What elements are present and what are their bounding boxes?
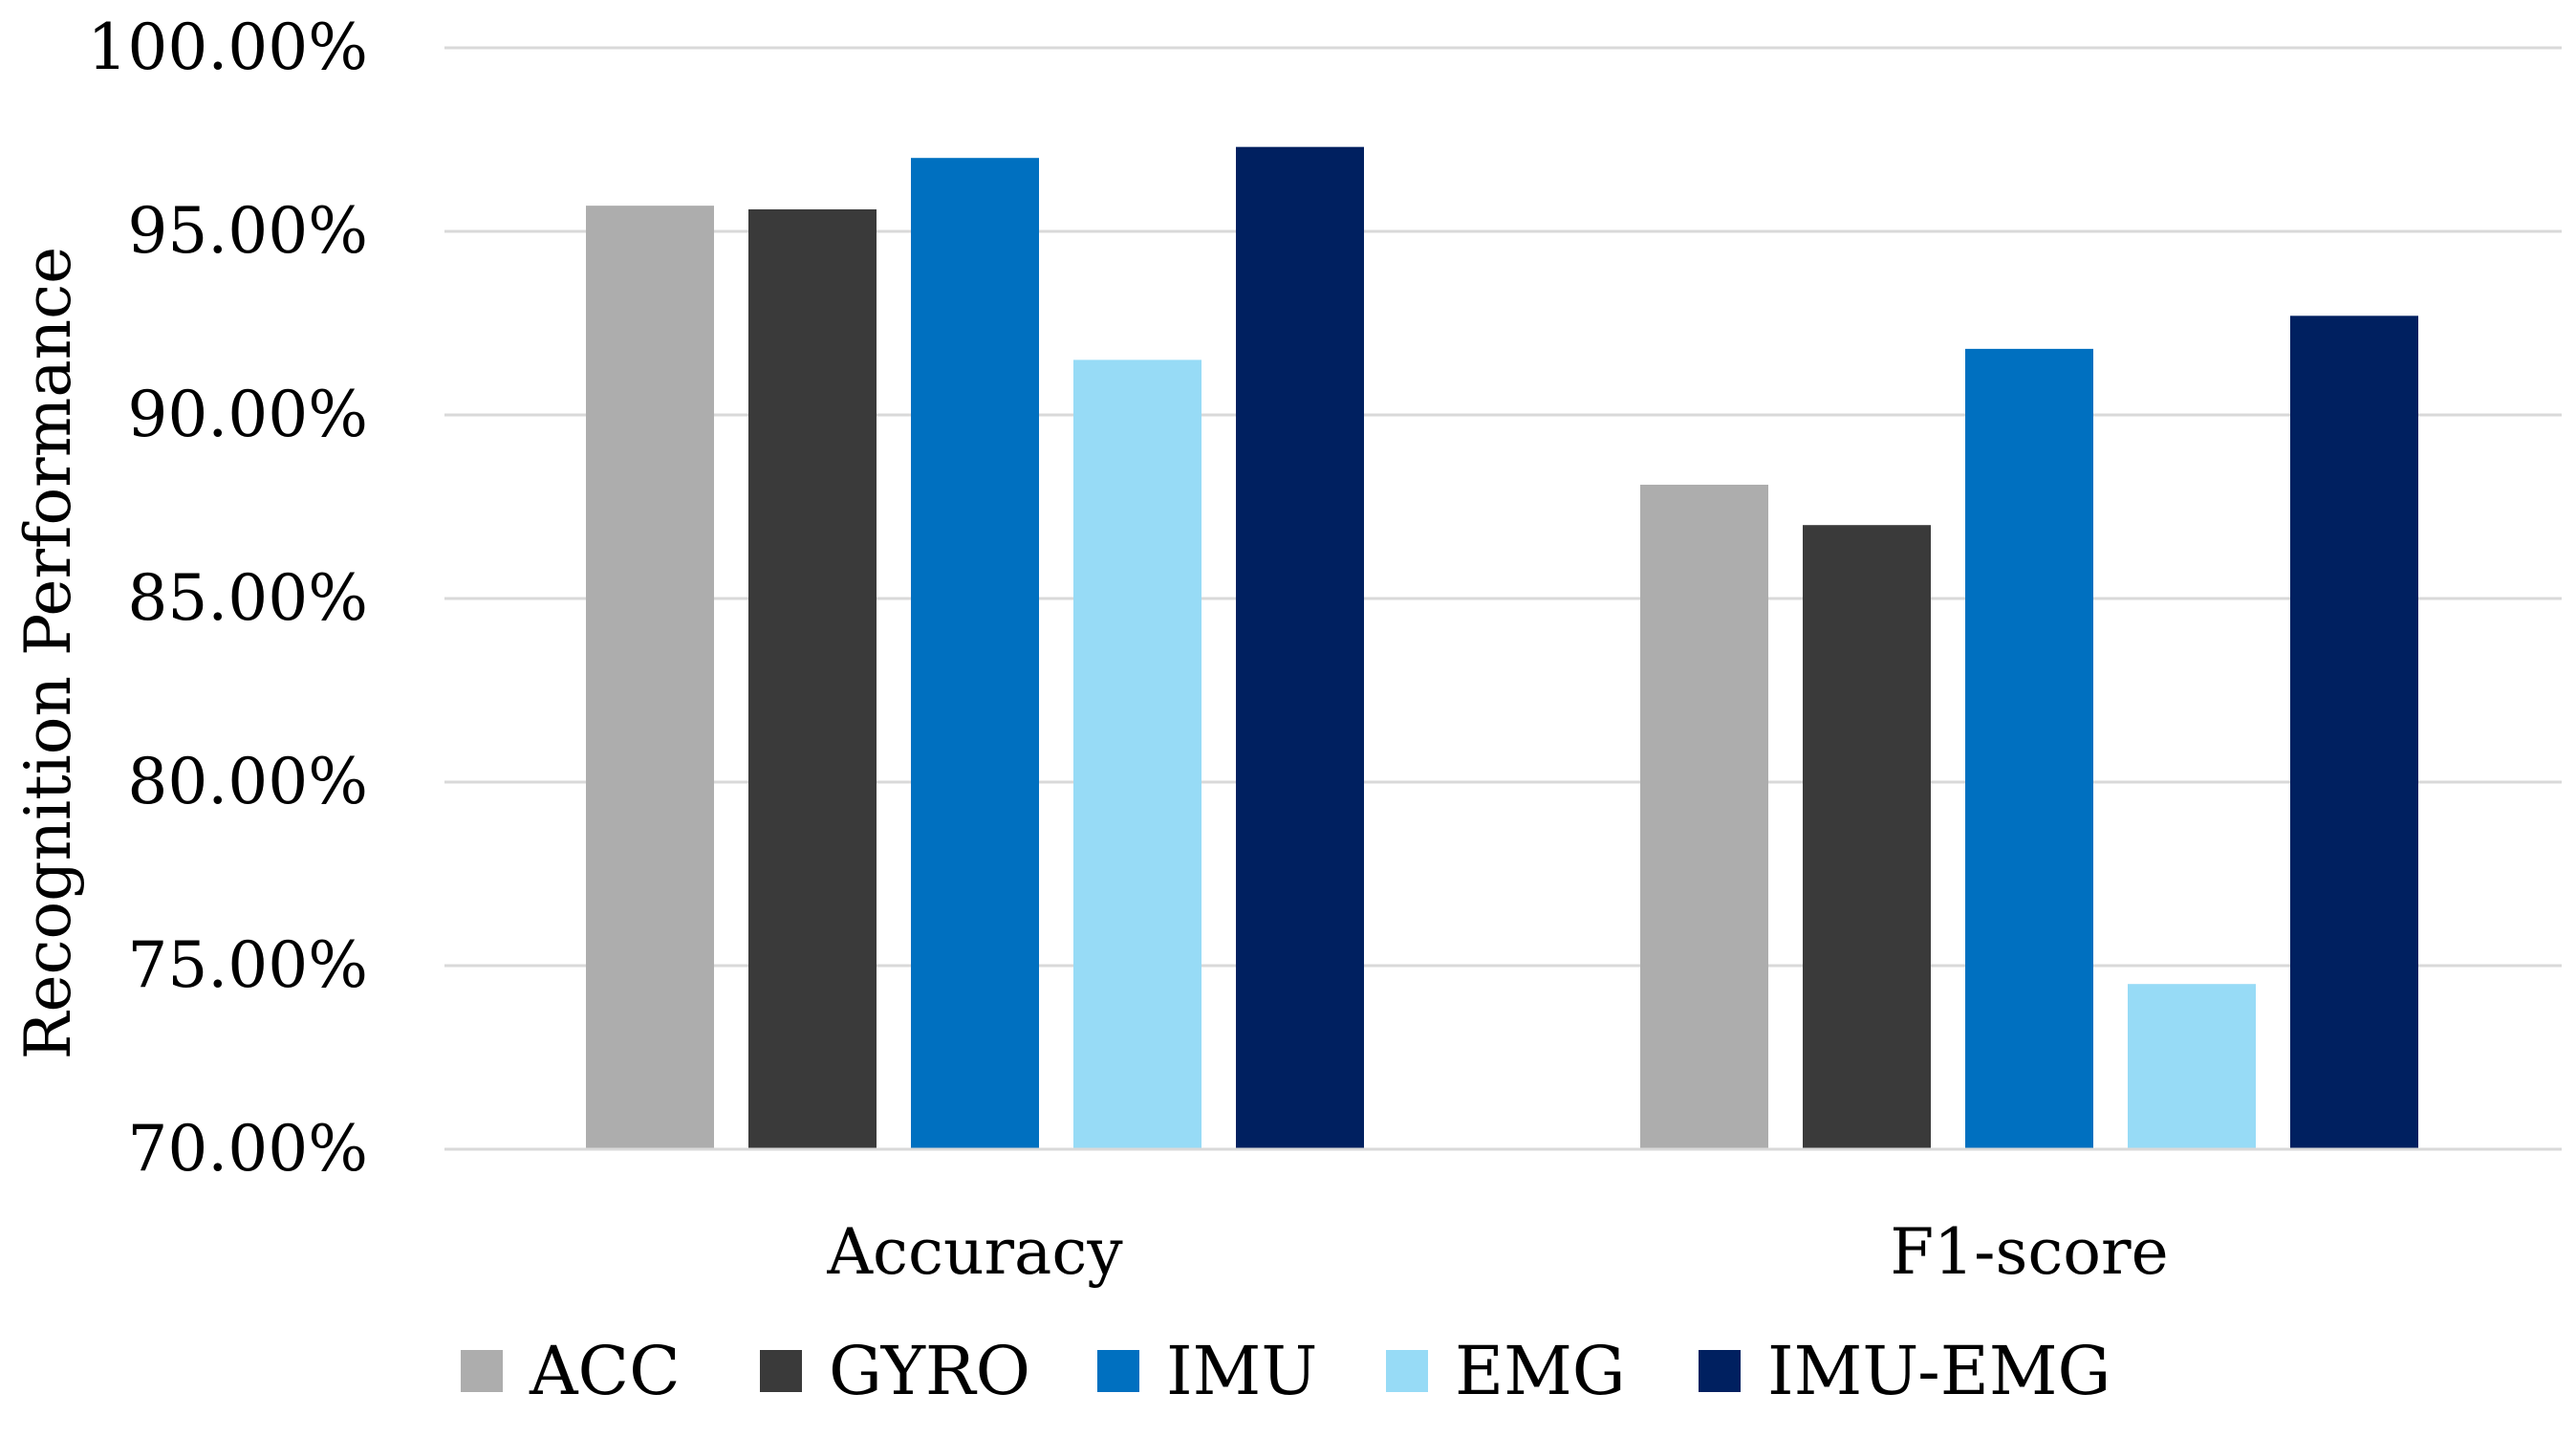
legend-swatch-acc xyxy=(461,1350,503,1392)
legend-label-gyro: GYRO xyxy=(829,1332,1030,1410)
bar-imu-accuracy xyxy=(911,158,1039,1150)
y-tick-label: 70.00% xyxy=(127,1112,368,1186)
legend-label-imu-emg: IMU-EMG xyxy=(1767,1332,2111,1410)
bar-gyro-accuracy xyxy=(748,208,877,1149)
y-axis-ticks: 70.00% 75.00% 80.00% 85.00% 90.00% 95.00% 100.… xyxy=(87,11,368,1186)
y-tick-label: 100.00% xyxy=(87,11,368,84)
bars xyxy=(444,146,2562,1151)
bar-imu-emg-f1-score xyxy=(2290,316,2418,1149)
legend-swatch-gyro xyxy=(760,1350,802,1392)
legend-swatch-emg xyxy=(1386,1350,1428,1392)
y-tick-label: 90.00% xyxy=(127,378,368,451)
y-tick-label: 80.00% xyxy=(127,745,368,818)
bar-acc-f1-score xyxy=(1640,484,1768,1150)
y-tick-label: 95.00% xyxy=(127,194,368,268)
legend-label-acc: ACC xyxy=(529,1332,681,1410)
bar-imu-f1-score xyxy=(1965,348,2093,1149)
legend: ACC GYRO IMU EMG IMU-EMG xyxy=(461,1332,2111,1410)
x-category-label: Accuracy xyxy=(826,1215,1123,1289)
legend-label-emg: EMG xyxy=(1455,1332,1626,1410)
bar-emg-f1-score xyxy=(2128,984,2256,1149)
x-category-label: F1-score xyxy=(1890,1215,2168,1289)
bar-gyro-f1-score xyxy=(1803,525,1931,1149)
x-axis-categories: Accuracy F1-score xyxy=(826,1215,2168,1289)
legend-label-imu: IMU xyxy=(1166,1332,1317,1410)
legend-swatch-imu xyxy=(1097,1350,1139,1392)
y-tick-label: 75.00% xyxy=(127,928,368,1002)
bar-emg-accuracy xyxy=(1073,359,1201,1149)
bar-acc-accuracy xyxy=(586,206,714,1149)
bar-imu-emg-accuracy xyxy=(1236,146,1364,1150)
legend-swatch-imu-emg xyxy=(1699,1350,1741,1392)
y-tick-label: 85.00% xyxy=(127,561,368,635)
y-axis-title: Recognition Performance xyxy=(11,247,85,1059)
